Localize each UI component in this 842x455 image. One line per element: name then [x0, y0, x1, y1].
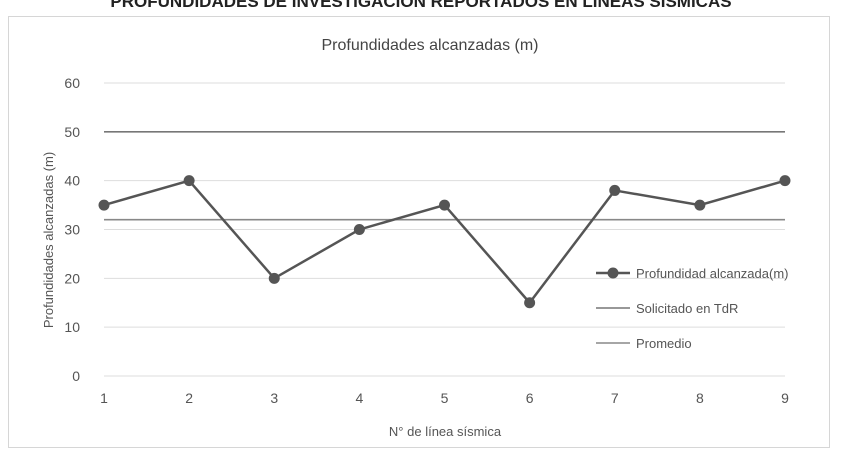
data-point [268, 272, 280, 284]
y-tick-label: 50 [64, 124, 80, 140]
x-tick-label: 8 [696, 390, 704, 406]
legend: Profundidad alcanzada(m) Solicitado en Td… [596, 266, 788, 351]
y-axis-label: Profundidades alcanzadas (m) [41, 152, 56, 328]
legend-label: Profundidad alcanzada(m) [636, 266, 788, 281]
legend-label: Solicitado en TdR [636, 301, 738, 316]
x-tick-label: 9 [781, 390, 789, 406]
data-point [353, 224, 365, 235]
x-tick-label: 1 [100, 390, 108, 406]
series-layer [98, 131, 791, 309]
y-tick-label: 30 [64, 222, 80, 238]
x-tick-label: 5 [441, 390, 449, 406]
y-tick-label: 60 [64, 75, 80, 91]
x-tick-label: 3 [270, 390, 278, 406]
x-tick-label: 6 [526, 390, 534, 406]
data-point [694, 199, 706, 211]
x-tick-labels: 1 2 3 4 5 6 7 8 9 [100, 390, 789, 406]
x-tick-label: 4 [355, 390, 363, 406]
x-tick-label: 7 [611, 390, 619, 406]
grid-lines [104, 82, 785, 377]
chart-title: Profundidades alcanzadas (m) [321, 37, 538, 54]
y-tick-label: 10 [64, 319, 80, 335]
series-line-0 [103, 179, 786, 305]
x-tick-label: 2 [185, 390, 193, 406]
y-tick-label: 20 [64, 270, 80, 286]
y-tick-label: 0 [72, 368, 80, 384]
data-point [524, 297, 536, 309]
data-point [439, 199, 450, 211]
legend-label: Promedio [636, 336, 692, 351]
data-point [183, 175, 195, 187]
legend-marker [607, 267, 619, 279]
page-heading: PROFUNDIDADES DE INVESTIGACION REPORTADO… [110, 0, 732, 11]
data-point [609, 184, 621, 196]
y-tick-label: 40 [64, 173, 80, 189]
data-point [779, 175, 791, 187]
data-point [98, 199, 110, 211]
x-axis-label: N° de línea sísmica [389, 424, 502, 439]
y-tick-labels: 0 10 20 30 40 50 60 [64, 75, 80, 384]
